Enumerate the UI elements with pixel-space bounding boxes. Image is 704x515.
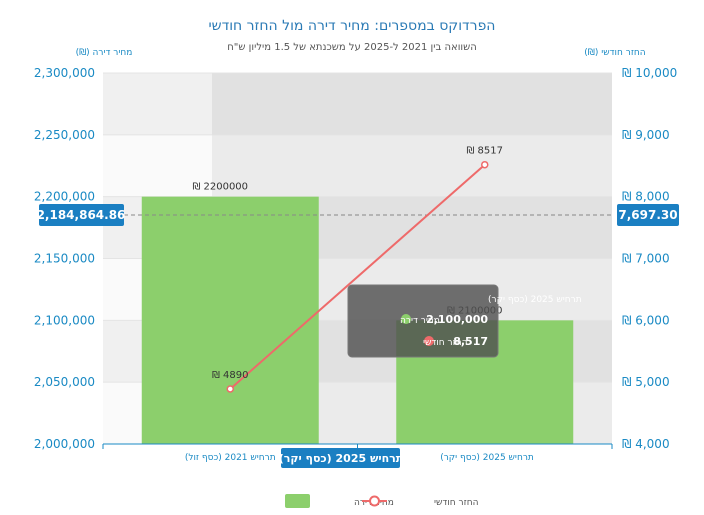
- tooltip-row-1-value: 2,100,000: [426, 313, 488, 326]
- left-axis-pointer-label: 2,184,864.86: [37, 208, 126, 222]
- right-tick-label: ₪ 7,000: [622, 252, 670, 266]
- tooltip-row-2-value: 8,517: [453, 335, 488, 348]
- line-point[interactable]: [481, 160, 489, 169]
- legend-item-monthly-payment[interactable]: החזר חודשי: [362, 495, 479, 509]
- category-label: תרחיש 2025 (כסף יקר): [440, 453, 534, 463]
- tooltip: תרחיש 2025 (כסף יקר) מחיר דירה 2,100,000…: [347, 284, 582, 358]
- legend: מחיר דירה החזר חודשי: [285, 494, 479, 508]
- category-label: תרחיש 2021 (כסף זול): [185, 453, 276, 463]
- left-tick-label: 2,050,000: [34, 375, 95, 389]
- bar[interactable]: [141, 196, 319, 444]
- right-tick-label: ₪ 5,000: [622, 375, 670, 389]
- tooltip-row-1-marker: [401, 314, 411, 324]
- bar-data-label: ₪ 2200000: [192, 182, 248, 193]
- right-tick-label: ₪ 4,000: [622, 437, 670, 451]
- right-tick-label: ₪ 10,000: [622, 66, 677, 80]
- left-tick-label: 2,300,000: [34, 66, 95, 80]
- chart-subtitle: השוואה בין 2021 ל-2025 על משכנתא של 1.5 …: [227, 42, 477, 53]
- left-axis-ticks: 2,000,000 2,050,000 2,100,000 2,150,000 2,20…: [34, 66, 95, 451]
- right-axis-title: החזר חודשי (₪): [584, 48, 646, 58]
- legend-label-monthly-payment: החזר חודשי: [434, 498, 479, 508]
- left-tick-label: 2,250,000: [34, 128, 95, 142]
- chart-title: הפרדוקס במספרים: מחיר דירה מול החזר חודש…: [209, 18, 496, 34]
- right-tick-label: ₪ 8,000: [622, 190, 670, 204]
- tooltip-row-1-name: מחיר דירה: [400, 316, 440, 326]
- left-axis-title: מחיר דירה (₪): [76, 48, 133, 58]
- category-pointer-label: תרחיש 2025 (כסף יקר): [279, 452, 404, 465]
- legend-bar-swatch: [285, 494, 310, 508]
- category-labels: תרחיש 2021 (כסף זול) תרחיש 2025 (כסף יקר): [185, 453, 534, 463]
- right-axis-ticks: ₪ 4,000 ₪ 5,000 ₪ 6,000 ₪ 7,000 ₪ 8,000 ₪ 9,0…: [622, 66, 677, 451]
- left-tick-label: 2,100,000: [34, 313, 95, 327]
- right-tick-label: ₪ 6,000: [622, 313, 670, 327]
- line-data-label: ₪ 8517: [467, 146, 503, 157]
- right-tick-label: ₪ 9,000: [622, 128, 670, 142]
- category-pointer-badge: תרחיש 2025 (כסף יקר): [279, 448, 404, 468]
- line-point[interactable]: [226, 385, 234, 393]
- tooltip-title: תרחיש 2025 (כסף יקר): [488, 295, 582, 305]
- left-tick-label: 2,000,000: [34, 437, 95, 451]
- left-tick-label: 2,200,000: [34, 190, 95, 204]
- left-axis-pointer-badge: 2,184,864.86: [37, 204, 126, 226]
- line-series: ₪ 4890 ₪ 8517: [212, 146, 503, 393]
- tooltip-row-2-marker: [424, 336, 434, 346]
- left-tick-label: 2,150,000: [34, 252, 95, 266]
- line-data-label: ₪ 4890: [212, 370, 248, 381]
- right-axis-pointer-label: 7,697.30: [618, 208, 677, 222]
- grid-band: [103, 73, 612, 135]
- grid-band: [103, 134, 612, 197]
- right-axis-pointer-badge: 7,697.30: [617, 204, 679, 226]
- tooltip-row-2-name: החזר חודשי: [423, 338, 468, 348]
- series-line: [229, 163, 486, 390]
- legend-line-marker: [369, 495, 380, 507]
